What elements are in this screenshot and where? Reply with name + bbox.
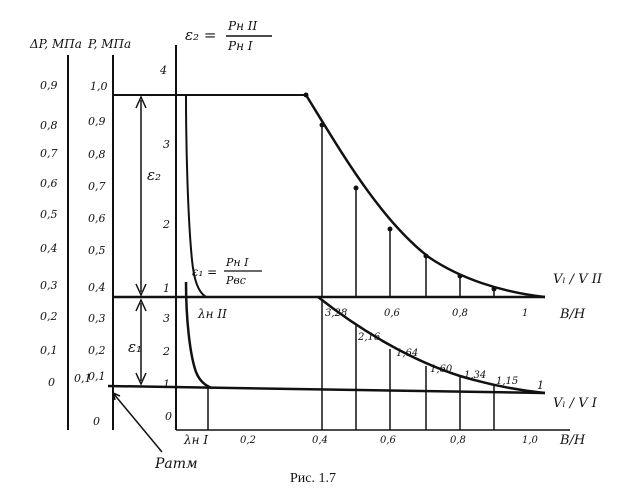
lower-curve-label: 1,34 bbox=[464, 370, 486, 381]
lower-curve-label: 2,16 bbox=[357, 332, 381, 343]
p-tick: 0 bbox=[93, 415, 100, 428]
lower-curve-label: 1,64 bbox=[396, 348, 418, 359]
eps1-arrow: ε₁ bbox=[128, 298, 147, 386]
p-tick: 0,4 bbox=[88, 281, 106, 294]
upper-axis-ticks: 3,28 0,6 0,8 1 bbox=[325, 308, 528, 319]
p-tick: 0,5 bbox=[88, 244, 106, 257]
lower-tick: 0,6 bbox=[380, 435, 397, 446]
eps1-tick: 3 bbox=[163, 312, 170, 325]
upper-tick: 0,8 bbox=[452, 308, 468, 319]
dp-tick: 0,2 bbox=[40, 310, 58, 323]
eps2-label: ε₂ bbox=[147, 166, 161, 184]
eps1-formula: ε₁ = Pн I Pвс bbox=[192, 256, 262, 287]
p-tick: 0,1 bbox=[88, 370, 106, 383]
eps2-formula: ε₂ = Pн II Pн I bbox=[185, 19, 272, 53]
lower-curve-group bbox=[317, 296, 546, 430]
lower-tick: 0,2 bbox=[240, 435, 256, 446]
dp-tick: 0,6 bbox=[40, 177, 58, 190]
upper-steep-curve bbox=[185, 94, 207, 298]
lower-axis-bh-label: B/H bbox=[559, 433, 586, 448]
upper-tick: 1 bbox=[522, 308, 528, 319]
lower-curve-label: 1,60 bbox=[430, 364, 453, 375]
p-axis-label: P, МПа bbox=[87, 37, 131, 51]
lower-decay-curve bbox=[317, 296, 546, 395]
lower-baseline bbox=[107, 384, 546, 395]
lower-curve-labels: 2,16 1,64 1,60 1,34 1,15 bbox=[357, 332, 518, 387]
p-atm-pointer: Pатм bbox=[112, 392, 198, 472]
eps1-formula-lhs: ε₁ = bbox=[192, 265, 217, 279]
lower-curve-label: 1,15 bbox=[496, 376, 518, 387]
dp-tick: 0,8 bbox=[40, 119, 58, 132]
upper-axis-bh-label: B/H bbox=[559, 307, 586, 322]
upper-tick: 3,28 bbox=[325, 308, 347, 319]
eps2-tick: 2 bbox=[162, 218, 170, 231]
lambda2-label: λн II bbox=[197, 307, 227, 321]
dp-axis-label: ΔP, МПа bbox=[29, 37, 82, 51]
p-tick: 0,6 bbox=[88, 212, 106, 225]
curve-point bbox=[457, 273, 463, 279]
lambda1-label: λн I bbox=[183, 433, 208, 447]
eps2-tick: 1 bbox=[163, 282, 170, 295]
curve-point bbox=[423, 253, 429, 259]
figure-caption: Рис. 1.7 bbox=[290, 471, 336, 486]
dp-tick: 0,3 bbox=[40, 279, 58, 292]
eps1-axis-ticks: 3 2 1 0 bbox=[162, 312, 172, 423]
curve-point bbox=[353, 185, 359, 191]
eps1-formula-num: Pн I bbox=[225, 256, 249, 269]
eps2-axis-ticks: 4 3 2 1 bbox=[159, 64, 170, 295]
upper-axis-right-label: Vₗ / V II bbox=[553, 272, 603, 287]
p-tick: 1,0 bbox=[90, 80, 108, 93]
p-axis-ticks: 1,0 0,9 0,8 0,7 0,6 0,5 0,4 0,3 0,2 0,1 … bbox=[88, 80, 108, 428]
p-tick: 0,3 bbox=[88, 312, 106, 325]
p-tick: 0,9 bbox=[88, 115, 106, 128]
dp-tick: 0,7 bbox=[40, 147, 58, 160]
curve-end-label: 1 bbox=[537, 379, 544, 392]
dp-tick: 0,1 bbox=[40, 344, 58, 357]
curve-point bbox=[491, 286, 497, 292]
p-atm-label: Pатм bbox=[154, 456, 198, 472]
dp-tick: 0,9 bbox=[40, 79, 58, 92]
curve-point bbox=[319, 122, 325, 128]
lower-tick: 1,0 bbox=[522, 435, 539, 446]
eps1-tick: 0 bbox=[165, 410, 172, 423]
curve-point bbox=[303, 92, 309, 98]
eps2-tick: 4 bbox=[159, 64, 167, 77]
p-tick: 0,7 bbox=[88, 180, 106, 193]
eps1-formula-den: Pвс bbox=[225, 274, 246, 287]
eps2-formula-lhs: ε₂ = bbox=[185, 26, 216, 44]
lower-axis-ticks: 0,2 0,4 0,6 0,8 1,0 bbox=[240, 435, 539, 446]
eps2-arrow: ε₂ bbox=[135, 95, 161, 297]
lower-tick: 0,8 bbox=[450, 435, 466, 446]
eps2-tick: 3 bbox=[163, 138, 170, 151]
p-ref-label: 0,1 bbox=[74, 372, 92, 385]
curve-point bbox=[387, 226, 393, 232]
eps2-formula-den: Pн I bbox=[227, 39, 253, 53]
eps1-tick: 1 bbox=[163, 378, 170, 391]
p-tick: 0,8 bbox=[88, 148, 106, 161]
dp-axis-ticks: 0,9 0,8 0,7 0,6 0,5 0,4 0,3 0,2 0,1 0 bbox=[40, 79, 58, 389]
dp-tick: 0,4 bbox=[40, 242, 58, 255]
eps1-label: ε₁ bbox=[128, 338, 142, 356]
upper-tick: 0,6 bbox=[384, 308, 401, 319]
eps2-formula-num: Pн II bbox=[227, 19, 258, 33]
eps1-tick: 2 bbox=[162, 345, 170, 358]
upper-curve-group bbox=[303, 92, 546, 299]
dp-tick: 0,5 bbox=[40, 208, 58, 221]
lower-axis-right-label: Vₗ / V I bbox=[553, 396, 598, 411]
lower-tick: 0,4 bbox=[312, 435, 328, 446]
dp-tick: 0 bbox=[48, 376, 55, 389]
p-tick: 0,2 bbox=[88, 344, 106, 357]
lower-steep-curve bbox=[184, 281, 213, 390]
